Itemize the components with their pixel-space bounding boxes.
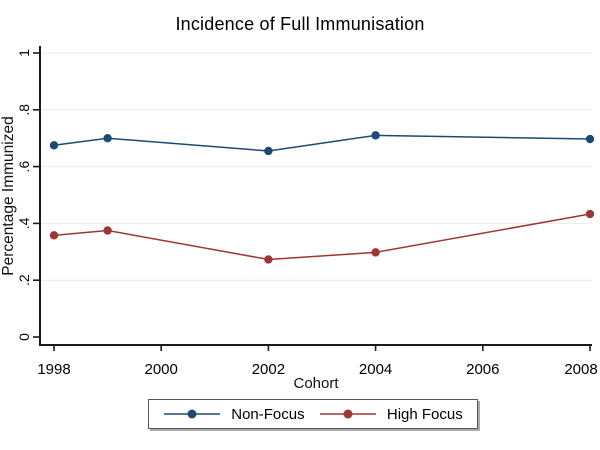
series-marker-0 xyxy=(371,131,380,140)
series-line-1 xyxy=(53,213,591,261)
y-tick-label: .8 xyxy=(16,104,32,116)
y-tick-label: .4 xyxy=(16,217,32,229)
x-tick-label: 2002 xyxy=(252,361,285,378)
y-tick-label: .6 xyxy=(16,161,32,173)
series-marker-0 xyxy=(585,134,595,144)
non-focus-line-marker-icon xyxy=(164,409,221,419)
legend-label-high-focus: High Focus xyxy=(386,405,463,423)
series-marker-1 xyxy=(103,226,112,235)
x-tick-label: 2008 xyxy=(564,361,597,378)
y-tick-label: 0 xyxy=(16,333,32,341)
y-tick-label: 1 xyxy=(16,49,32,57)
x-tick-label: 1998 xyxy=(37,361,70,378)
series-line-0 xyxy=(53,134,591,152)
legend-item-non-focus: Non-Focus xyxy=(163,405,305,423)
y-tick-label: .2 xyxy=(16,274,32,286)
series-marker-1 xyxy=(49,231,59,240)
high-focus-line-marker-icon xyxy=(319,409,376,419)
series-marker-0 xyxy=(49,141,59,150)
x-tick-label: 2006 xyxy=(466,361,499,378)
legend-item-high-focus: High Focus xyxy=(319,406,463,423)
legend: Non-Focus High Focus xyxy=(148,399,478,429)
y-axis-title: Percentage Immunized xyxy=(0,116,17,275)
chart-title: Incidence of Full Immunisation xyxy=(175,14,425,34)
series-marker-0 xyxy=(103,134,112,143)
series-marker-1 xyxy=(585,209,595,219)
series-marker-0 xyxy=(264,146,273,156)
series-marker-1 xyxy=(264,255,273,264)
x-tick-label: 2004 xyxy=(359,361,392,378)
series-marker-1 xyxy=(371,248,380,257)
x-axis-title: Cohort xyxy=(293,375,339,392)
legend-label-non-focus: Non-Focus xyxy=(231,405,305,423)
x-tick-label: 2000 xyxy=(145,361,178,378)
